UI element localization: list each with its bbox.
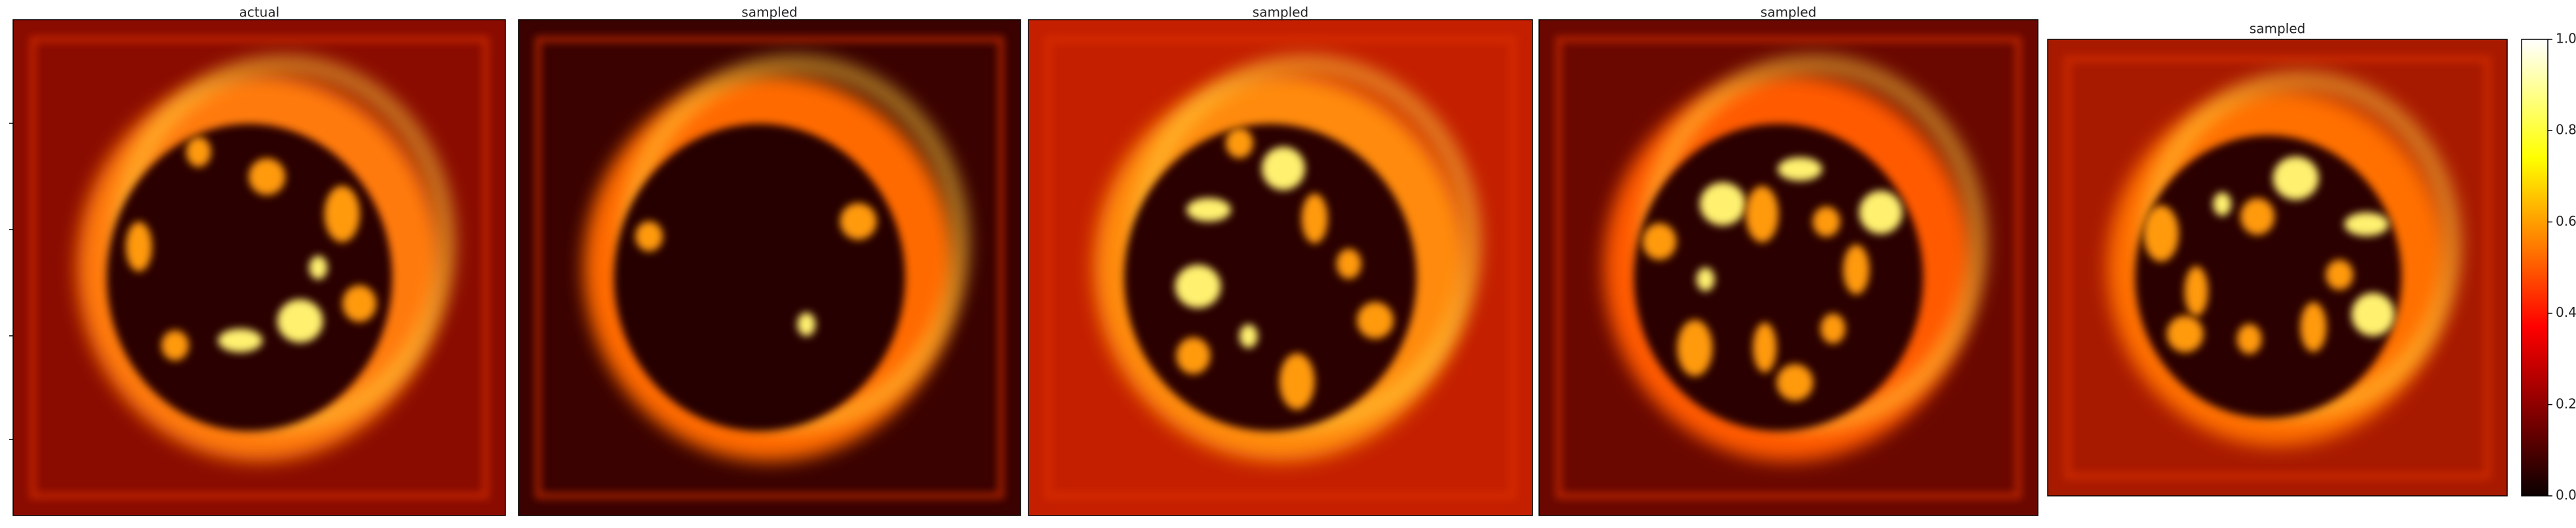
image-border [1538, 19, 2039, 516]
panel-title: sampled [2250, 21, 2305, 37]
hot-spot [248, 158, 286, 195]
hot-spot [161, 330, 189, 361]
heatmap-image [2048, 39, 2507, 496]
heatmap-image [1028, 20, 1532, 516]
image-border [12, 19, 506, 516]
colorbar-tick-label: 0.6 [2556, 213, 2576, 229]
dark-core [2135, 135, 2402, 418]
heatmap-image [1539, 20, 2038, 516]
image-frame [2064, 56, 2491, 479]
heatmap-panel: sampled [1538, 5, 2039, 516]
hot-spot [635, 221, 663, 252]
colorbar-tick-label: 0.8 [2556, 122, 2576, 138]
hot-spot [185, 136, 211, 167]
hot-spot [1746, 186, 1779, 243]
image-frame [1555, 36, 2021, 499]
image-border [2047, 39, 2508, 497]
hot-spot [2236, 323, 2262, 354]
image-frame [1045, 36, 1516, 499]
hot-spot [1700, 182, 1746, 226]
hot-spot [1176, 337, 1211, 375]
hot-spot [342, 285, 377, 322]
panel-title: sampled [1761, 5, 1816, 20]
hot-spot [1357, 302, 1394, 339]
heatmap-panel: sampled [1028, 5, 1533, 516]
hot-spot [2143, 205, 2179, 262]
hot-spot [797, 312, 816, 336]
heatmap-image [518, 20, 1021, 516]
hot-spot [840, 203, 877, 240]
hot-spot [1859, 190, 1903, 234]
colorbar [2521, 39, 2548, 497]
hot-spot [125, 222, 152, 272]
hot-spot [277, 299, 323, 343]
hot-spot [1677, 319, 1713, 376]
panel-title: actual [239, 5, 280, 20]
hot-spot [1239, 324, 1258, 348]
panel-title: sampled [741, 5, 797, 20]
hot-spot [309, 256, 328, 279]
hot-spot [1336, 249, 1361, 279]
hot-spot [1843, 245, 1869, 295]
hot-spot [1186, 197, 1232, 222]
hot-spot [1279, 353, 1315, 410]
hot-spot [2273, 156, 2319, 200]
panel-title: sampled [1253, 5, 1308, 20]
hot-spot [1753, 322, 1777, 373]
dark-core [614, 123, 905, 432]
heatmap-panel: sampled [518, 5, 1021, 516]
hot-spot [1175, 264, 1221, 308]
heatmap-panel: sampled [2047, 21, 2508, 497]
dark-core [106, 123, 393, 432]
heatmap-panel: actual [12, 5, 506, 516]
hot-spot [2213, 192, 2232, 216]
hot-spot [2240, 198, 2275, 235]
hot-spot [2300, 302, 2327, 352]
image-border [518, 19, 1021, 516]
hot-spot [218, 329, 263, 353]
hot-spot [2344, 212, 2389, 236]
hot-spot [2166, 315, 2204, 353]
hot-spot [1820, 314, 1846, 344]
colorbar-tick-label: 0.0 [2556, 487, 2576, 503]
hot-spot [1778, 157, 1823, 181]
image-frame [29, 36, 489, 499]
hot-spot [1776, 364, 1814, 401]
hot-spot [1225, 128, 1253, 159]
hot-spot [324, 186, 360, 243]
hot-spot [2351, 293, 2395, 336]
image-border [1028, 19, 1533, 516]
colorbar-tick-label: 0.2 [2556, 396, 2576, 411]
colorbar-tick-label: 1.0 [2556, 31, 2576, 47]
hot-spot [2326, 259, 2354, 290]
hot-spot [1301, 193, 1328, 244]
hot-spot [1261, 146, 1305, 190]
colorbar-tick-label: 0.4 [2556, 304, 2576, 320]
hot-spot [1642, 223, 1677, 260]
hot-spot [1812, 206, 1841, 237]
hot-spot [1696, 267, 1715, 291]
heatmap-image [13, 20, 505, 516]
hot-spot [2184, 266, 2208, 316]
image-frame [535, 36, 1004, 499]
